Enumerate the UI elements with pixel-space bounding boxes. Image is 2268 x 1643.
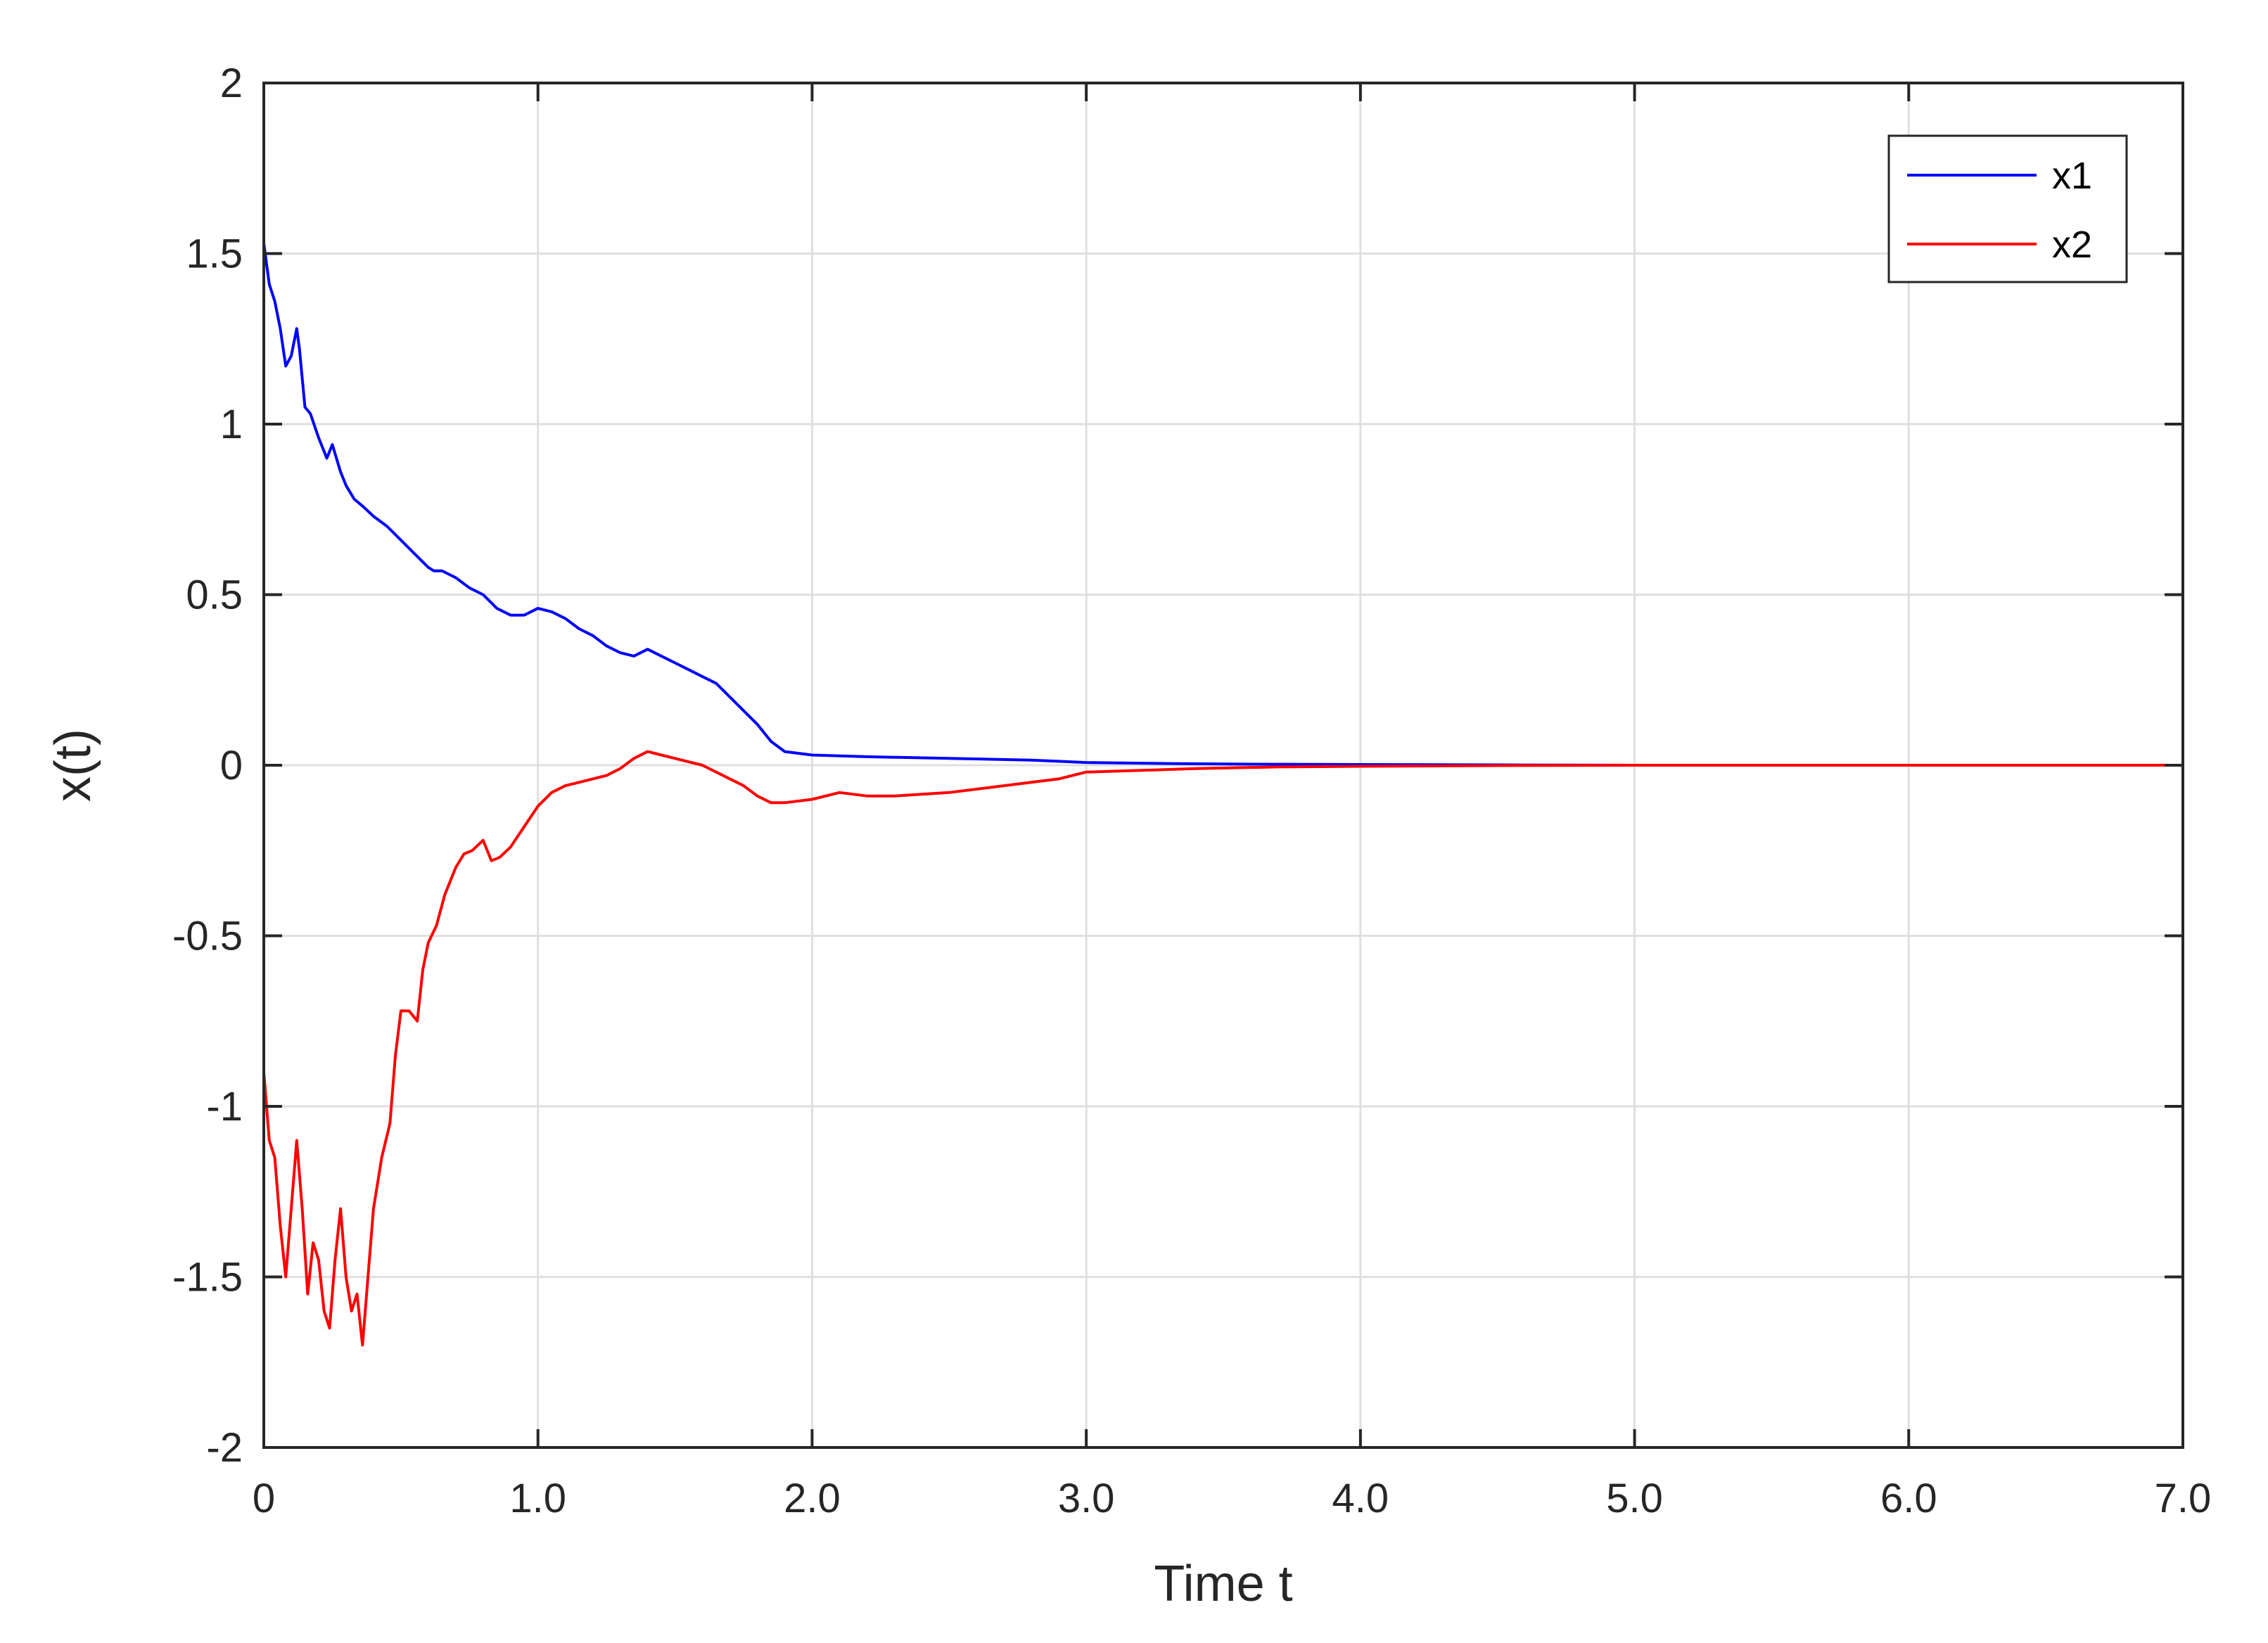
x-tick-label: 0 <box>253 1476 275 1521</box>
series-layer <box>262 243 2183 1347</box>
y-tick-label: 2 <box>220 60 243 106</box>
x-tick-label: 1.0 <box>509 1476 566 1521</box>
y-tick-label: -1.5 <box>172 1255 243 1300</box>
x-tick-label: 5.0 <box>1606 1476 1663 1521</box>
x-axis-label: Time t <box>1154 1556 1292 1612</box>
y-tick-label: -1 <box>206 1084 243 1130</box>
y-tick-label: -2 <box>206 1425 243 1471</box>
y-tick-label: 0.5 <box>186 573 243 618</box>
series-line-x2 <box>262 750 2183 1347</box>
y-tick-label: 1.5 <box>186 231 243 277</box>
y-axis-label: x(t) <box>45 729 101 802</box>
tick-labels: 0 1.0 2.0 3.0 4.0 5.0 6.0 7.0 -2 -1.5 -1 -0.5 0 0.5 1 1… <box>172 60 2211 1521</box>
y-tick-label: 0 <box>220 743 243 788</box>
legend-box <box>1887 134 2128 283</box>
x-tick-label: 6.0 <box>1880 1476 1937 1521</box>
x-tick-label: 2.0 <box>784 1476 841 1521</box>
x-tick-label: 3.0 <box>1058 1476 1115 1521</box>
axis-ticks <box>262 82 2184 1449</box>
x-tick-label: 7.0 <box>2155 1476 2212 1521</box>
series-line-x1 <box>262 243 2183 767</box>
y-tick-label: -0.5 <box>172 914 243 959</box>
legend-label-x2: x2 <box>2052 224 2092 266</box>
legend: x1 x2 <box>1887 134 2128 283</box>
y-tick-label: 1 <box>220 402 243 447</box>
x-tick-label: 4.0 <box>1332 1476 1389 1521</box>
legend-label-x1: x1 <box>2052 155 2092 197</box>
